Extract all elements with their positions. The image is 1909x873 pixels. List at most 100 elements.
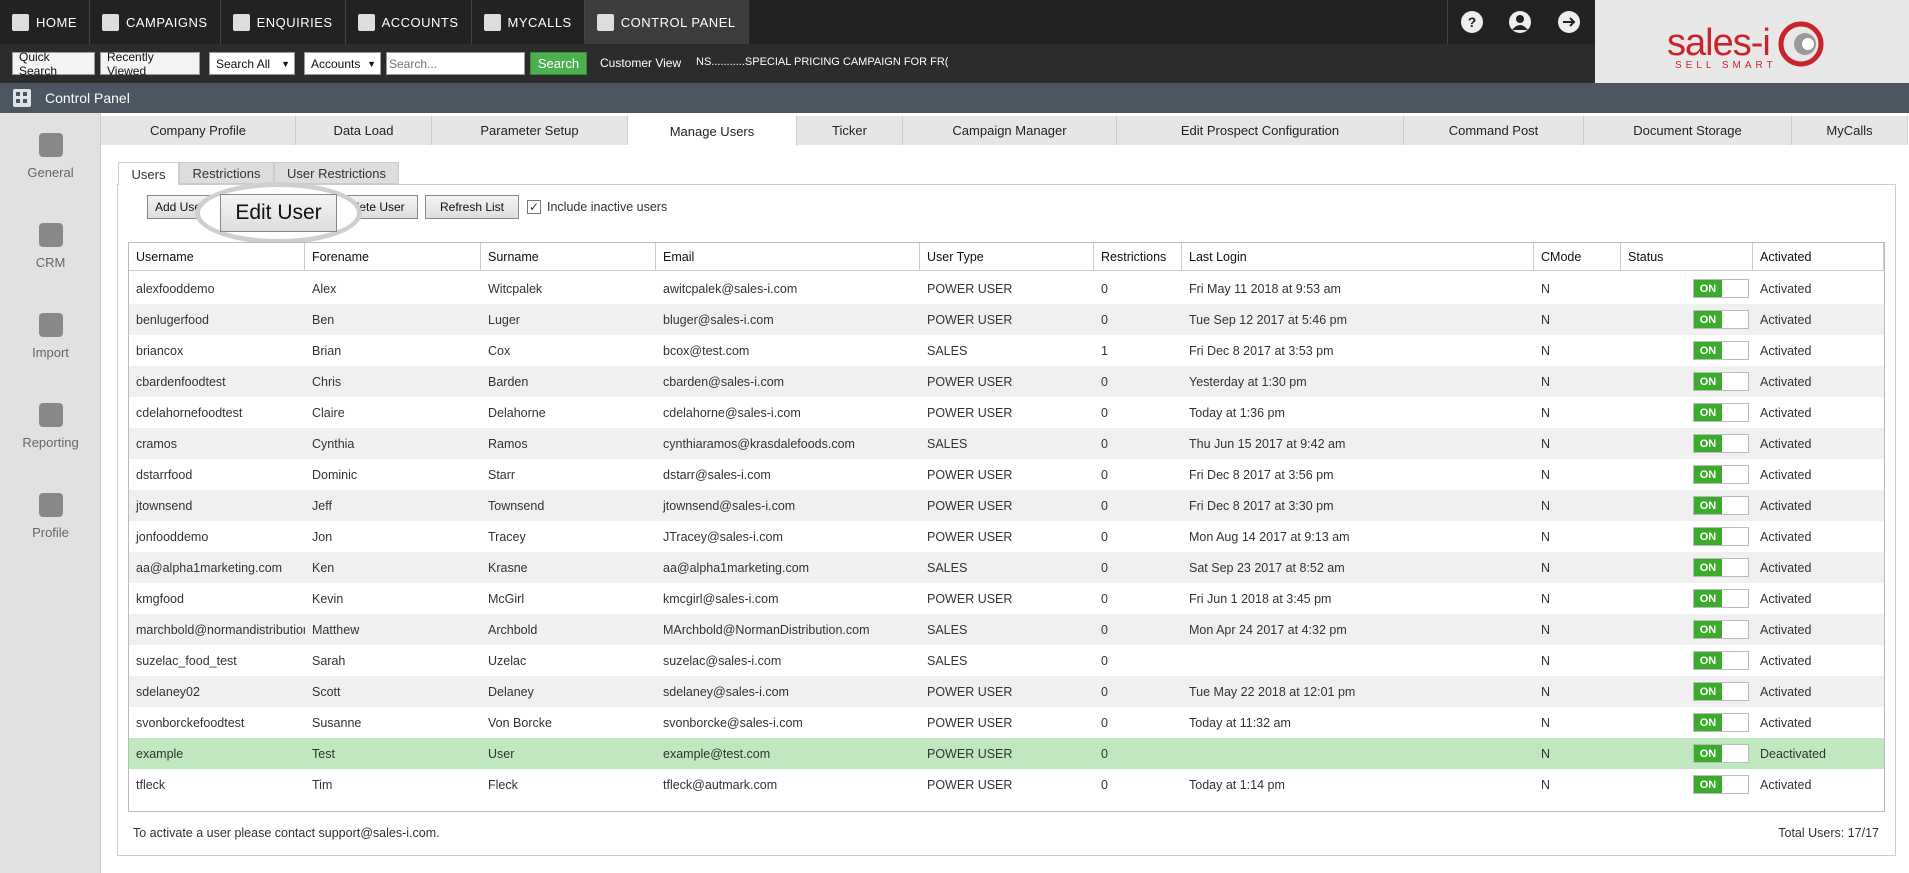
table-cell: Claire: [312, 405, 345, 420]
table-row[interactable]: suzelac_food_test Sarah Uzelac suzelac@sale…: [129, 645, 1884, 676]
nav-item[interactable]: HOME: [0, 0, 90, 44]
header-cell[interactable]: User Type: [920, 243, 1094, 271]
status-toggle[interactable]: ON: [1693, 713, 1749, 732]
table-row[interactable]: tfleck Tim Fleck tfleck@autmark.com POWER US…: [129, 769, 1884, 800]
tab[interactable]: Command Post: [1404, 116, 1584, 145]
table-cell: Test: [312, 746, 335, 761]
table-row[interactable]: jtownsend Jeff Townsend jtownsend@sales-i.c…: [129, 490, 1884, 521]
table-row[interactable]: cdelahornefoodtest Claire Delahorne cdelaho…: [129, 397, 1884, 428]
tab[interactable]: Campaign Manager: [903, 116, 1117, 145]
header-cell[interactable]: Status: [1621, 243, 1753, 271]
table-cell: POWER USER: [927, 591, 1013, 606]
status-toggle[interactable]: ON: [1693, 744, 1749, 763]
search-input[interactable]: [386, 52, 525, 75]
tab[interactable]: Edit Prospect Configuration: [1117, 116, 1404, 145]
table-cell: Activated: [1760, 436, 1812, 451]
content-box: [117, 184, 1896, 856]
header-cell[interactable]: Forename: [305, 243, 481, 271]
table-cell: SALES: [927, 653, 968, 668]
status-toggle[interactable]: ON: [1693, 589, 1749, 608]
table-cell: 0: [1101, 684, 1108, 699]
nav-item[interactable]: ENQUIRIES: [221, 0, 346, 44]
checkbox[interactable]: ✓: [527, 200, 541, 214]
subtab[interactable]: User Restrictions: [274, 162, 399, 184]
search-button[interactable]: Search: [530, 52, 587, 75]
nav-item[interactable]: MYCALLS: [472, 0, 585, 44]
toggle-on: ON: [1694, 466, 1722, 483]
nav-item[interactable]: ACCOUNTS: [346, 0, 472, 44]
status-toggle[interactable]: ON: [1693, 775, 1749, 794]
nav-item[interactable]: CONTROL PANEL: [584, 0, 749, 44]
header-cell[interactable]: Last Login: [1182, 243, 1534, 271]
header-cell[interactable]: Activated: [1753, 243, 1884, 271]
sidebar-item[interactable]: CRM: [0, 223, 101, 270]
status-toggle[interactable]: ON: [1693, 620, 1749, 639]
sidebar-item[interactable]: Reporting: [0, 403, 101, 450]
table-row[interactable]: aa@alpha1marketing.com Ken Krasne aa@alpha1…: [129, 552, 1884, 583]
table-cell: SALES: [927, 560, 968, 575]
refresh-button[interactable]: Refresh List: [425, 195, 519, 219]
table-row[interactable]: cbardenfoodtest Chris Barden cbarden@sales-…: [129, 366, 1884, 397]
table-cell: Scott: [312, 684, 341, 699]
table-cell: tfleck: [136, 777, 166, 792]
nav-item[interactable]: CAMPAIGNS: [90, 0, 221, 44]
status-toggle[interactable]: ON: [1693, 434, 1749, 453]
status-toggle[interactable]: ON: [1693, 465, 1749, 484]
table-row[interactable]: svonborckefoodtest Susanne Von Borcke svonb…: [129, 707, 1884, 738]
table-row[interactable]: sdelaney02 Scott Delaney sdelaney@sales-i.c…: [129, 676, 1884, 707]
tab[interactable]: Company Profile: [101, 116, 296, 145]
header-cell[interactable]: Restrictions: [1094, 243, 1182, 271]
search-all-select[interactable]: Search All ▼: [209, 52, 295, 75]
tab[interactable]: Parameter Setup: [432, 116, 628, 145]
recently-viewed[interactable]: Recently Viewed: [100, 50, 200, 78]
table-row[interactable]: example Test User example@test.com POWER USE…: [129, 738, 1884, 769]
status-toggle[interactable]: ON: [1693, 310, 1749, 329]
status-toggle[interactable]: ON: [1693, 682, 1749, 701]
status-toggle[interactable]: ON: [1693, 372, 1749, 391]
header-cell[interactable]: Surname: [481, 243, 656, 271]
status-toggle[interactable]: ON: [1693, 527, 1749, 546]
status-toggle[interactable]: ON: [1693, 279, 1749, 298]
table-row[interactable]: benlugerfood Ben Luger bluger@sales-i.com PO…: [129, 304, 1884, 335]
subtab[interactable]: Restrictions: [179, 162, 274, 184]
header-cell[interactable]: Email: [656, 243, 920, 271]
sidebar-item[interactable]: Profile: [0, 493, 101, 540]
tab[interactable]: Manage Users: [628, 116, 797, 146]
table-cell: kmgfood: [136, 591, 184, 606]
sidebar-item[interactable]: General: [0, 133, 101, 180]
status-toggle[interactable]: ON: [1693, 651, 1749, 670]
status-toggle[interactable]: ON: [1693, 558, 1749, 577]
table-row[interactable]: marchbold@normandistribution Matthew Archb…: [129, 614, 1884, 645]
table-cell: N: [1541, 715, 1551, 730]
table-cell: Activated: [1760, 591, 1812, 606]
table-row[interactable]: cramos Cynthia Ramos cynthiaramos@krasdalef…: [129, 428, 1884, 459]
table-cell: Fri Dec 8 2017 at 3:56 pm: [1189, 467, 1334, 482]
label: Accounts: [311, 56, 361, 71]
header-cell[interactable]: Username: [129, 243, 305, 271]
status-toggle[interactable]: ON: [1693, 496, 1749, 515]
status-toggle[interactable]: ON: [1693, 403, 1749, 422]
nav-label: CAMPAIGNS: [126, 14, 208, 30]
subtab[interactable]: Users: [118, 162, 179, 185]
table-row[interactable]: kmgfood Kevin McGirl kmcgirl@sales-i.com POW…: [129, 583, 1884, 614]
callout-button[interactable]: Edit User: [220, 194, 337, 232]
table-cell: N: [1541, 529, 1551, 544]
header-cell[interactable]: CMode: [1534, 243, 1621, 271]
table-cell: 1: [1101, 343, 1108, 358]
tab[interactable]: Document Storage: [1584, 116, 1792, 145]
status-toggle[interactable]: ON: [1693, 341, 1749, 360]
table-row[interactable]: jonfooddemo Jon Tracey JTracey@sales-i.com P…: [129, 521, 1884, 552]
accounts-select[interactable]: Accounts ▼: [304, 52, 381, 75]
table-cell: Activated: [1760, 467, 1812, 482]
table-cell: POWER USER: [927, 746, 1013, 761]
tab[interactable]: Ticker: [797, 116, 903, 145]
sidebar-item[interactable]: Import: [0, 313, 101, 360]
table-row[interactable]: alexfooddemo Alex Witcpalek awitcpalek@sale…: [129, 273, 1884, 304]
logo-mark: [1778, 21, 1824, 67]
tab[interactable]: Data Load: [296, 116, 432, 145]
tab[interactable]: MyCalls: [1792, 116, 1908, 145]
quick-search[interactable]: Quick Search: [12, 50, 95, 78]
table-row[interactable]: briancox Brian Cox bcox@test.com SALES 1 Fri D…: [129, 335, 1884, 366]
table-row[interactable]: dstarrfood Dominic Starr dstarr@sales-i.com…: [129, 459, 1884, 490]
table-cell: Activated: [1760, 622, 1812, 637]
